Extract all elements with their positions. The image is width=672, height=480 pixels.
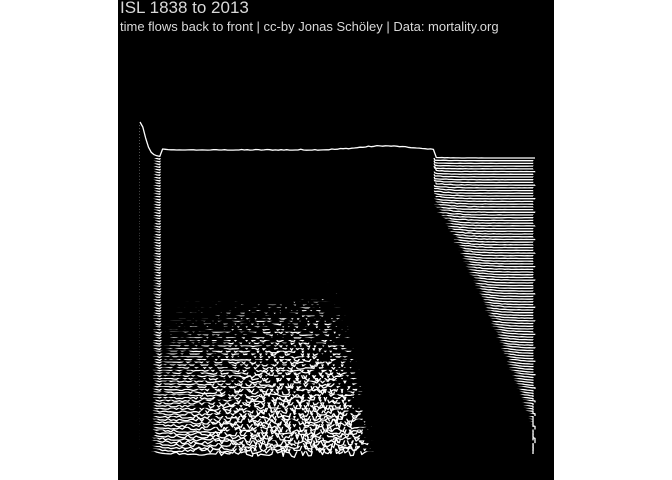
- chart-subtitle: time flows back to front | cc-by Jonas S…: [120, 19, 499, 34]
- ridge-line: [139, 121, 535, 159]
- ridge-fill: [140, 122, 535, 158]
- chart-title: ISL 1838 to 2013: [120, 0, 249, 17]
- chart-panel: ISL 1838 to 2013 time flows back to fron…: [118, 0, 554, 480]
- ridgeline-plot: [139, 121, 536, 458]
